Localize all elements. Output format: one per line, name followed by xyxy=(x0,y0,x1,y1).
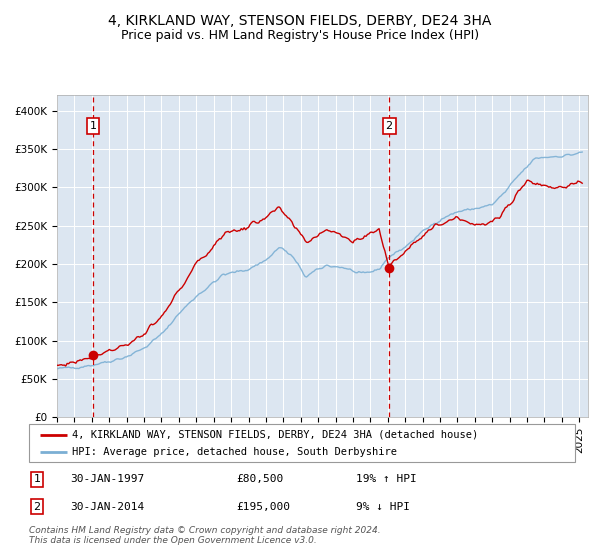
Text: 4, KIRKLAND WAY, STENSON FIELDS, DERBY, DE24 3HA: 4, KIRKLAND WAY, STENSON FIELDS, DERBY, … xyxy=(109,14,491,28)
Text: 30-JAN-2014: 30-JAN-2014 xyxy=(70,502,144,512)
Text: 4, KIRKLAND WAY, STENSON FIELDS, DERBY, DE24 3HA (detached house): 4, KIRKLAND WAY, STENSON FIELDS, DERBY, … xyxy=(73,430,479,440)
Text: 2: 2 xyxy=(386,121,393,131)
Text: 9% ↓ HPI: 9% ↓ HPI xyxy=(356,502,410,512)
Text: Price paid vs. HM Land Registry's House Price Index (HPI): Price paid vs. HM Land Registry's House … xyxy=(121,29,479,42)
Text: 2: 2 xyxy=(34,502,41,512)
Text: This data is licensed under the Open Government Licence v3.0.: This data is licensed under the Open Gov… xyxy=(29,536,317,545)
Text: £80,500: £80,500 xyxy=(236,474,284,484)
Text: 30-JAN-1997: 30-JAN-1997 xyxy=(70,474,144,484)
Text: 19% ↑ HPI: 19% ↑ HPI xyxy=(356,474,417,484)
Text: 1: 1 xyxy=(90,121,97,131)
Text: £195,000: £195,000 xyxy=(236,502,290,512)
Text: Contains HM Land Registry data © Crown copyright and database right 2024.: Contains HM Land Registry data © Crown c… xyxy=(29,526,380,535)
Text: HPI: Average price, detached house, South Derbyshire: HPI: Average price, detached house, Sout… xyxy=(73,447,397,458)
Text: 1: 1 xyxy=(34,474,40,484)
